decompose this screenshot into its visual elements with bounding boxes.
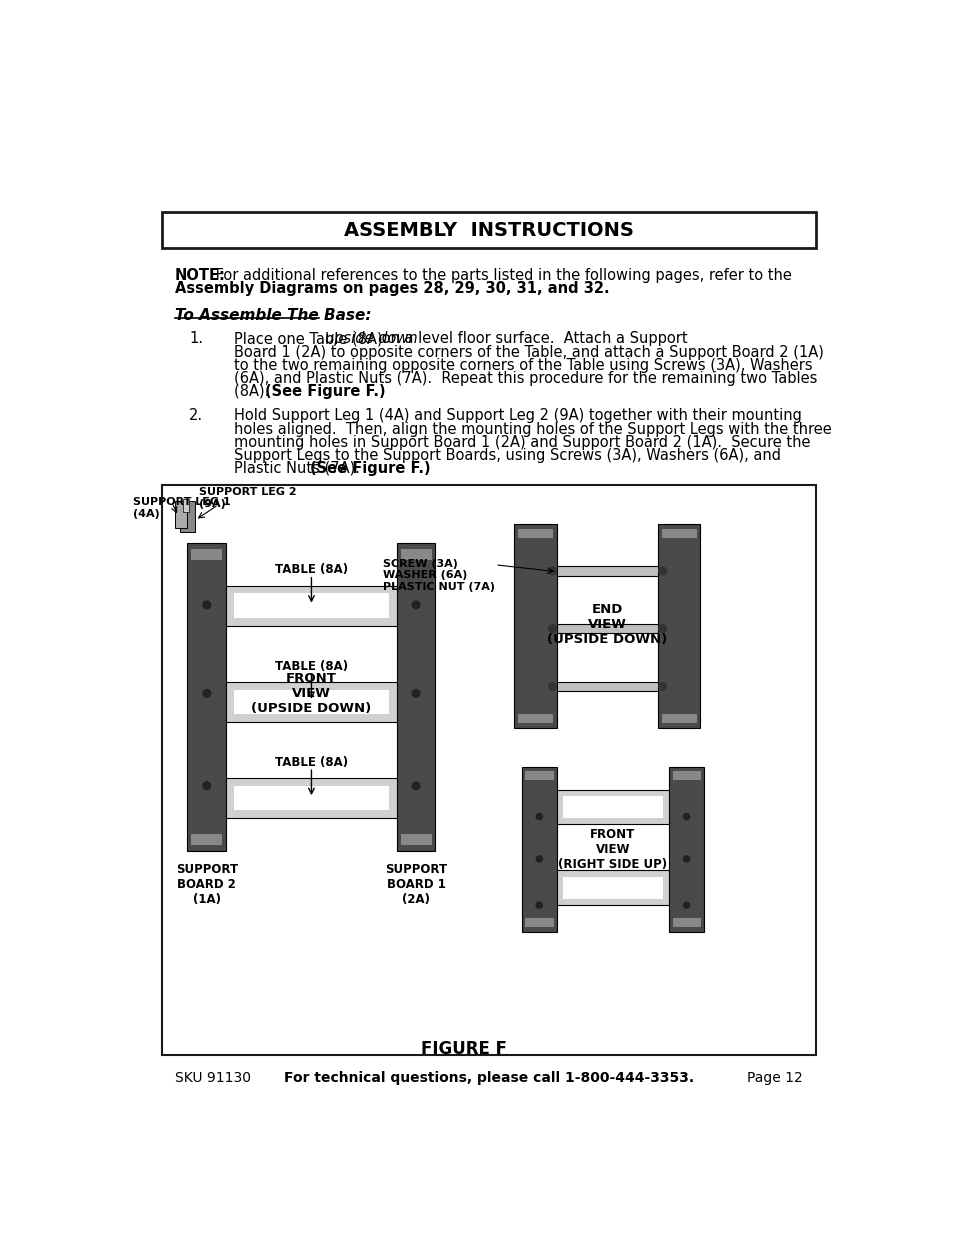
Text: to the two remaining opposite corners of the Table using Screws (3A), Washers: to the two remaining opposite corners of… bbox=[233, 358, 812, 373]
Circle shape bbox=[412, 689, 419, 698]
Text: END
VIEW
(UPSIDE DOWN): END VIEW (UPSIDE DOWN) bbox=[547, 603, 667, 646]
Text: FRONT
VIEW
(UPSIDE DOWN): FRONT VIEW (UPSIDE DOWN) bbox=[251, 672, 371, 715]
Bar bbox=[557, 682, 658, 692]
Bar bbox=[233, 593, 389, 618]
Bar bbox=[162, 212, 815, 248]
Bar bbox=[187, 543, 226, 851]
Text: 2.: 2. bbox=[189, 409, 203, 424]
Text: (6A), and Plastic Nuts (7A).  Repeat this procedure for the remaining two Tables: (6A), and Plastic Nuts (7A). Repeat this… bbox=[233, 370, 817, 385]
Bar bbox=[672, 918, 700, 927]
Bar bbox=[179, 501, 195, 531]
Circle shape bbox=[658, 683, 666, 690]
Circle shape bbox=[412, 601, 419, 609]
Text: SUPPORT
BOARD 1
(2A): SUPPORT BOARD 1 (2A) bbox=[385, 863, 447, 905]
Circle shape bbox=[203, 689, 211, 698]
Bar bbox=[174, 501, 187, 527]
Bar bbox=[517, 714, 553, 724]
Text: SUPPORT LEG 2
(9A): SUPPORT LEG 2 (9A) bbox=[199, 487, 296, 509]
Bar bbox=[562, 877, 662, 899]
Bar bbox=[192, 835, 222, 845]
Text: NOTE:: NOTE: bbox=[174, 268, 226, 283]
Bar bbox=[396, 543, 435, 851]
Text: SCREW (3A)
WASHER (6A)
PLASTIC NUT (7A): SCREW (3A) WASHER (6A) PLASTIC NUT (7A) bbox=[382, 558, 495, 592]
Circle shape bbox=[412, 782, 419, 789]
Text: 1.: 1. bbox=[189, 331, 203, 347]
Circle shape bbox=[682, 902, 689, 908]
Text: SUPPORT
BOARD 2
(1A): SUPPORT BOARD 2 (1A) bbox=[175, 863, 237, 905]
Bar bbox=[521, 767, 557, 932]
Text: (See Figure F.): (See Figure F.) bbox=[310, 461, 430, 475]
Circle shape bbox=[536, 814, 542, 820]
Circle shape bbox=[548, 683, 556, 690]
Text: To Assemble The Base:: To Assemble The Base: bbox=[174, 309, 371, 324]
Circle shape bbox=[548, 625, 556, 632]
Bar bbox=[658, 524, 700, 727]
Text: (8A).: (8A). bbox=[233, 384, 278, 399]
Bar bbox=[661, 529, 696, 537]
Bar bbox=[192, 550, 222, 561]
Bar bbox=[233, 785, 389, 810]
Text: (See Figure F.): (See Figure F.) bbox=[265, 384, 385, 399]
Bar bbox=[400, 835, 431, 845]
Text: Page 12: Page 12 bbox=[746, 1071, 802, 1084]
Bar bbox=[517, 529, 553, 537]
Circle shape bbox=[536, 902, 542, 908]
Bar bbox=[400, 550, 431, 561]
Text: Support Legs to the Support Boards, using Screws (3A), Washers (6A), and: Support Legs to the Support Boards, usin… bbox=[233, 448, 781, 463]
Bar bbox=[226, 778, 396, 818]
Circle shape bbox=[203, 782, 211, 789]
Bar bbox=[514, 524, 557, 727]
Text: TABLE (8A): TABLE (8A) bbox=[274, 563, 348, 577]
Text: Place one Table (8A): Place one Table (8A) bbox=[233, 331, 387, 347]
Bar bbox=[226, 585, 396, 626]
Bar bbox=[557, 624, 658, 634]
Bar bbox=[557, 789, 669, 824]
Text: FIGURE F: FIGURE F bbox=[421, 1040, 507, 1058]
Bar bbox=[525, 918, 554, 927]
Circle shape bbox=[682, 814, 689, 820]
Text: TABLE (8A): TABLE (8A) bbox=[274, 756, 348, 769]
Text: For additional references to the parts listed in the following pages, refer to t: For additional references to the parts l… bbox=[211, 268, 791, 283]
Circle shape bbox=[658, 567, 666, 574]
Bar bbox=[672, 771, 700, 781]
Text: FRONT
VIEW
(RIGHT SIDE UP): FRONT VIEW (RIGHT SIDE UP) bbox=[558, 829, 667, 871]
Bar bbox=[557, 567, 658, 576]
Text: on a level floor surface.  Attach a Support: on a level floor surface. Attach a Suppo… bbox=[377, 331, 687, 347]
Circle shape bbox=[682, 856, 689, 862]
Text: SKU 91130: SKU 91130 bbox=[174, 1071, 251, 1084]
Text: ASSEMBLY  INSTRUCTIONS: ASSEMBLY INSTRUCTIONS bbox=[344, 221, 633, 240]
Bar bbox=[562, 795, 662, 818]
Circle shape bbox=[658, 625, 666, 632]
Circle shape bbox=[536, 856, 542, 862]
Text: SUPPORT LEG 1
(4A): SUPPORT LEG 1 (4A) bbox=[133, 496, 231, 519]
Bar bbox=[226, 682, 396, 721]
Text: Board 1 (2A) to opposite corners of the Table, and attach a Support Board 2 (1A): Board 1 (2A) to opposite corners of the … bbox=[233, 345, 823, 359]
Bar bbox=[661, 714, 696, 724]
Text: Hold Support Leg 1 (4A) and Support Leg 2 (9A) together with their mounting: Hold Support Leg 1 (4A) and Support Leg … bbox=[233, 409, 801, 424]
Text: Plastic Nuts (7A).: Plastic Nuts (7A). bbox=[233, 461, 369, 475]
Bar bbox=[162, 485, 815, 1055]
Bar bbox=[233, 689, 389, 714]
Bar bbox=[669, 767, 703, 932]
Circle shape bbox=[548, 567, 556, 574]
Bar bbox=[183, 499, 189, 513]
Text: upside down: upside down bbox=[325, 331, 417, 347]
Bar bbox=[557, 871, 669, 905]
Text: holes aligned.  Then, align the mounting holes of the Support Legs with the thre: holes aligned. Then, align the mounting … bbox=[233, 421, 831, 436]
Bar bbox=[525, 771, 554, 781]
Circle shape bbox=[203, 601, 211, 609]
Text: mounting holes in Support Board 1 (2A) and Support Board 2 (1A).  Secure the: mounting holes in Support Board 1 (2A) a… bbox=[233, 435, 810, 450]
Text: For technical questions, please call 1-800-444-3353.: For technical questions, please call 1-8… bbox=[284, 1071, 693, 1084]
Text: Assembly Diagrams on pages 28, 29, 30, 31, and 32.: Assembly Diagrams on pages 28, 29, 30, 3… bbox=[174, 280, 609, 295]
Text: TABLE (8A): TABLE (8A) bbox=[274, 659, 348, 673]
